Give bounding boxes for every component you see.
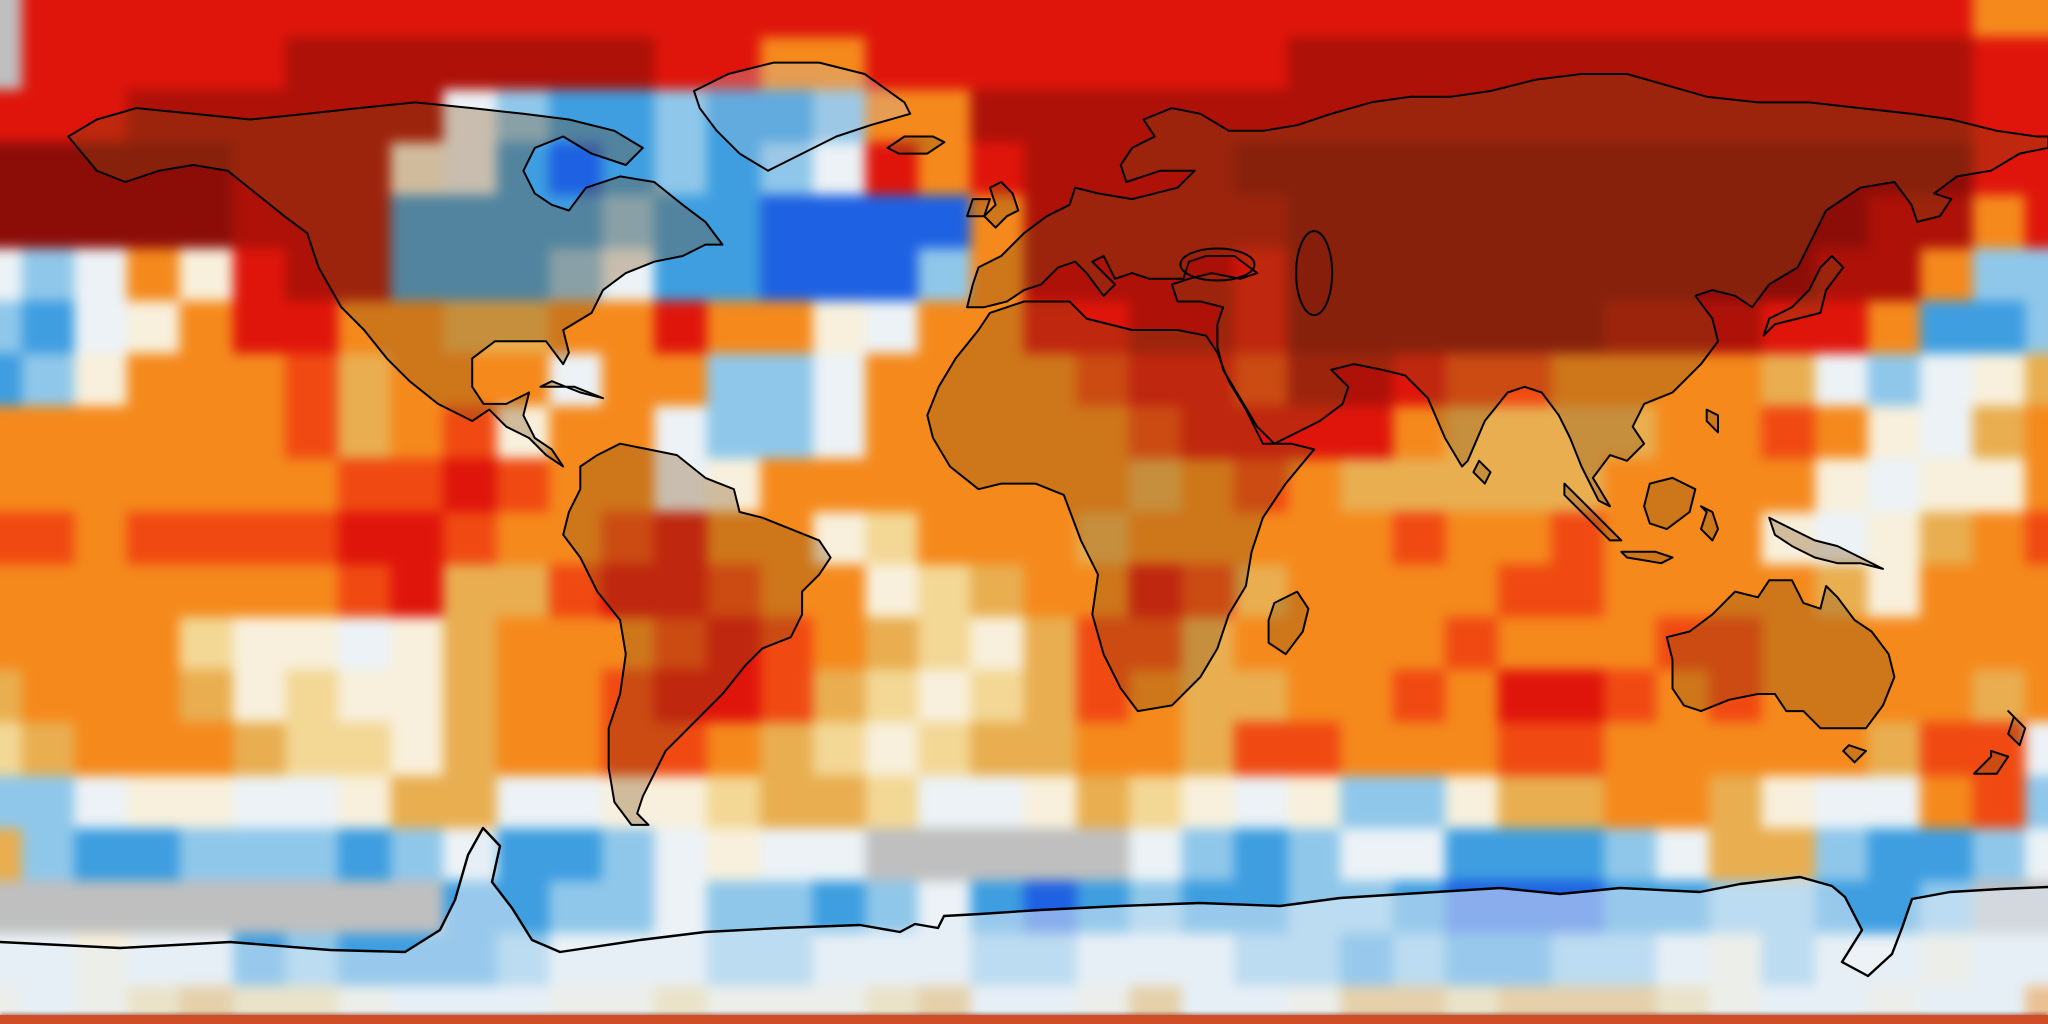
bottom-edge-warm-band [0,1015,2048,1024]
